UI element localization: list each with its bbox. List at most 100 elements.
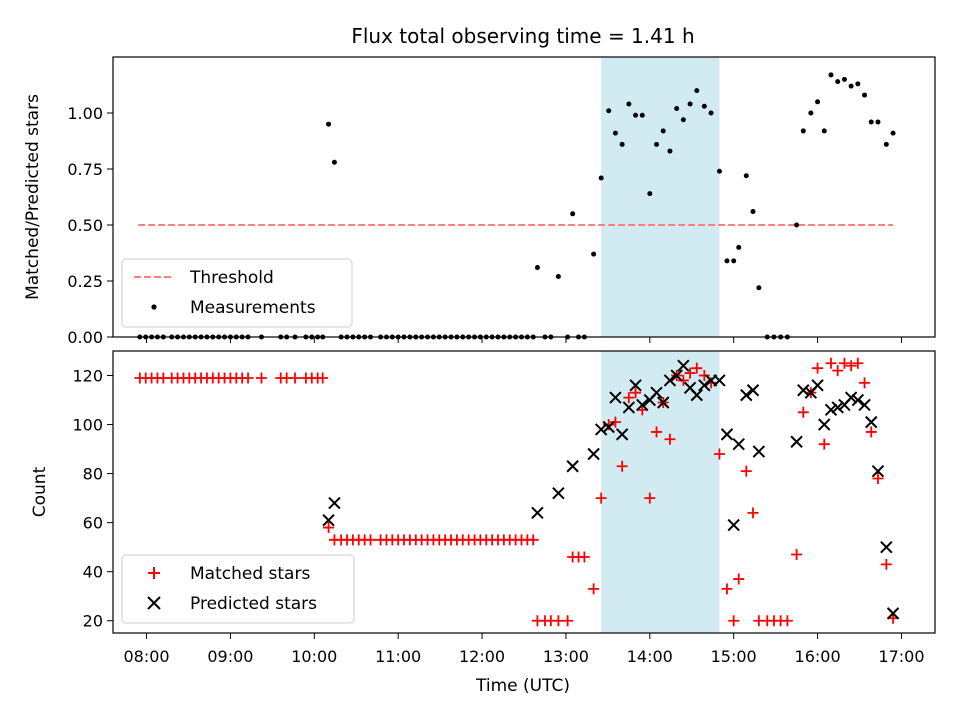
- bottom-y-axis-label: Count: [30, 466, 50, 517]
- legend-threshold-label: Threshold: [189, 268, 274, 288]
- matched-star-point: [644, 492, 656, 504]
- matched-star-point: [588, 583, 600, 595]
- bottom-legend-box: [121, 554, 355, 624]
- measurement-point: [626, 101, 632, 107]
- predicted-star-point: [650, 386, 663, 399]
- matched-star-point: [651, 426, 663, 438]
- predicted-star-point: [698, 379, 711, 392]
- predicted-star-point: [746, 384, 760, 397]
- measurement-point: [606, 108, 612, 114]
- matched-star-point: [859, 377, 871, 389]
- measurement-point: [848, 83, 854, 89]
- measurement-point: [534, 265, 540, 271]
- x-tick-label: 12:00: [459, 647, 505, 666]
- top-legend-box: [121, 258, 353, 328]
- y-tick-label: 80: [83, 465, 103, 484]
- measurement-point: [883, 141, 889, 147]
- predicted-star-point: [865, 415, 878, 429]
- measurement-point: [654, 141, 660, 147]
- matched-star-point: [630, 387, 642, 399]
- matched-star-point: [609, 416, 621, 428]
- predicted-star-point: [858, 398, 871, 412]
- matched-star-point: [289, 372, 301, 384]
- measurement-point: [756, 285, 762, 291]
- measurement-point: [716, 168, 722, 174]
- matched-star-point: [740, 465, 752, 477]
- predicted-star-point: [851, 393, 865, 407]
- matched-star-point: [255, 372, 267, 384]
- measurement-point: [868, 119, 874, 125]
- measurement-point: [667, 148, 673, 154]
- matched-star-point: [365, 534, 377, 546]
- matched-star-point: [578, 551, 590, 563]
- matched-star-point: [818, 438, 830, 450]
- matched-star-point: [747, 507, 759, 519]
- measurement-point: [619, 141, 625, 147]
- predicted-star-point: [629, 379, 642, 392]
- matched-star-point: [728, 615, 740, 627]
- matched-star-point: [317, 372, 329, 384]
- predicted-star-point: [818, 418, 831, 431]
- x-tick-label: 11:00: [375, 647, 421, 666]
- top-panel: 0.00 0.25 0.50 0.75 1.00 Matched/Predicted s…: [23, 56, 936, 347]
- matched-star-point: [616, 460, 628, 472]
- measurement-point: [555, 274, 561, 280]
- x-tick-label: 17:00: [878, 647, 924, 666]
- chart-title: Flux total observing time = 1.41 h: [351, 24, 694, 48]
- predicted-star-point: [587, 447, 600, 461]
- y-tick-label: 120: [72, 367, 103, 386]
- predicted-star-point: [831, 401, 844, 414]
- matched-star-point: [242, 372, 254, 384]
- predicted-star-point: [752, 445, 766, 458]
- y-tick-label: 20: [83, 612, 103, 631]
- matched-star-point: [623, 392, 635, 404]
- matched-star-point: [838, 357, 850, 369]
- predicted-star-point: [615, 428, 629, 441]
- measurement-point: [674, 106, 680, 112]
- y-tick-label: 0.00: [67, 328, 103, 347]
- measurement-point: [680, 117, 686, 123]
- measurement-point: [731, 258, 737, 264]
- matched-star-point: [845, 360, 857, 372]
- x-tick-label: 10:00: [291, 647, 337, 666]
- x-tick-label: 15:00: [711, 647, 757, 666]
- y-tick-label: 100: [72, 416, 103, 435]
- predicted-star-point: [732, 437, 745, 451]
- predicted-star-point: [790, 435, 803, 448]
- top-legend: Threshold Measurements: [121, 258, 353, 328]
- bottom-matched-points: [134, 357, 899, 627]
- legend-predicted-label: Predicted stars: [190, 594, 317, 614]
- top-y-ticks: 0.00 0.25 0.50 0.75 1.00: [67, 104, 113, 347]
- y-tick-label: 60: [83, 514, 103, 533]
- measurement-point: [890, 130, 896, 136]
- measurement-point: [743, 173, 749, 179]
- matched-star-point: [323, 522, 335, 534]
- measurement-point: [828, 72, 834, 78]
- measurement-point: [701, 103, 707, 109]
- x-tick-label: 14:00: [627, 647, 673, 666]
- y-tick-label: 0.25: [67, 272, 103, 291]
- matched-star-point: [825, 357, 837, 369]
- matched-star-point: [872, 473, 884, 485]
- predicted-star-point: [594, 423, 608, 436]
- legend-matched-swatch: [148, 567, 160, 579]
- predicted-star-point: [636, 398, 649, 412]
- predicted-star-point: [844, 391, 858, 404]
- measurement-point: [862, 92, 868, 98]
- predicted-star-point: [322, 513, 335, 527]
- top-y-axis-label: Matched/Predicted stars: [23, 94, 43, 300]
- y-tick-label: 1.00: [67, 104, 103, 123]
- y-tick-label: 40: [83, 563, 103, 582]
- matched-star-point: [797, 406, 809, 418]
- bottom-axes-frame: [112, 350, 936, 634]
- predicted-star-point: [886, 607, 900, 620]
- measurement-point: [612, 130, 618, 136]
- measurement-point: [331, 159, 337, 165]
- legend-measurements-swatch: [151, 304, 157, 310]
- measurement-point: [660, 128, 666, 134]
- bottom-y-ticks: 20 40 60 80 100 120: [72, 367, 113, 631]
- x-tick-label: 13:00: [543, 647, 589, 666]
- predicted-star-point: [670, 369, 683, 382]
- top-axes-frame: [112, 56, 936, 338]
- measurement-point: [326, 121, 332, 127]
